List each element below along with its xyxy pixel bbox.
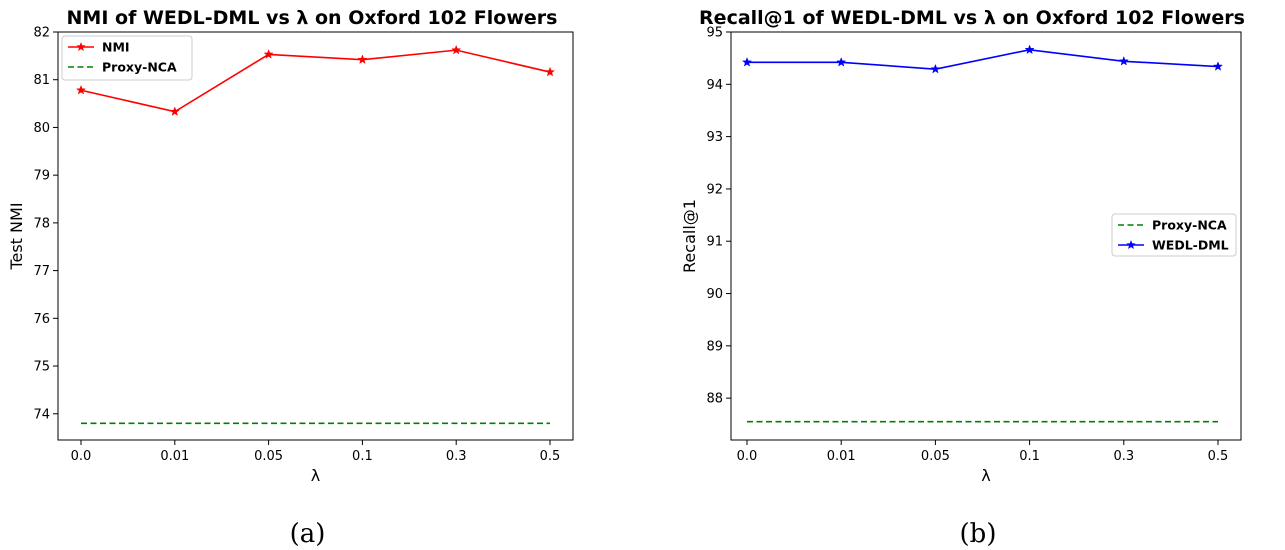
- y-tick-label: 89: [706, 339, 723, 354]
- y-axis-label: Recall@1: [680, 199, 699, 273]
- x-tick-label: 0.05: [254, 449, 283, 464]
- y-tick-label: 74: [33, 407, 50, 422]
- y-tick-label: 94: [706, 78, 723, 93]
- series-line-nmi: [80, 49, 551, 113]
- chart-title: Recall@1 of WEDL-DML vs λ on Oxford 102 …: [699, 7, 1245, 29]
- legend-label: NMI: [102, 40, 130, 55]
- data-point: [263, 49, 274, 59]
- plot-frame: [57, 31, 574, 441]
- data-point: [75, 84, 87, 95]
- data-point: [1024, 44, 1035, 55]
- legend: Proxy-NCA WEDL-DML: [1111, 213, 1237, 257]
- y-tick-label: 80: [33, 121, 50, 136]
- data-point: [451, 44, 462, 55]
- x-tick-label: 0.1: [1019, 449, 1040, 464]
- legend-label: Proxy-NCA: [1152, 218, 1227, 233]
- data-point: [169, 106, 180, 116]
- x-axis-label: λ: [311, 466, 320, 485]
- legend: NMI Proxy-NCA: [61, 35, 193, 81]
- y-tick-label: 81: [33, 73, 50, 88]
- y-tick-label: 79: [33, 169, 50, 184]
- x-tick-label: 0.05: [921, 449, 950, 464]
- y-tick-label: 92: [706, 182, 723, 197]
- x-tick-label: 0.3: [446, 449, 467, 464]
- x-tick-label: 0.01: [160, 449, 189, 464]
- data-point: [357, 54, 368, 64]
- x-tick-label: 0.3: [1113, 449, 1134, 464]
- x-axis-label: λ: [981, 466, 990, 485]
- legend-marker: [1126, 239, 1136, 250]
- y-tick-label: 93: [706, 130, 723, 145]
- chart-b: Recall@1 of WEDL-DML vs λ on Oxford 102 …: [680, 7, 1245, 549]
- data-point: [930, 63, 941, 74]
- x-tick-label: 0.5: [1208, 449, 1229, 464]
- legend-box: [61, 35, 193, 81]
- x-tick-label: 0.01: [827, 449, 856, 464]
- chart-a: NMI of WEDL-DML vs λ on Oxford 102 Flowe…: [7, 7, 574, 549]
- x-tick-label: 0.5: [540, 449, 561, 464]
- y-tick-label: 76: [33, 312, 50, 327]
- y-tick-label: 90: [706, 287, 723, 302]
- y-tick-label: 78: [33, 216, 50, 231]
- x-tick-label: 0.0: [737, 449, 758, 464]
- figure-caption: (a): [290, 519, 326, 549]
- chart-title: NMI of WEDL-DML vs λ on Oxford 102 Flowe…: [67, 7, 558, 29]
- x-tick-label: 0.1: [352, 449, 373, 464]
- y-tick-label: 82: [33, 26, 50, 41]
- data-point: [1118, 55, 1129, 66]
- y-tick-label: 75: [33, 360, 50, 375]
- y-axis-label: Test NMI: [7, 202, 26, 270]
- y-tick-label: 95: [706, 26, 723, 41]
- data-point: [836, 57, 847, 67]
- plot-frame: [730, 31, 1242, 441]
- data-point: [1212, 61, 1224, 71]
- figure-caption: (b): [960, 519, 997, 549]
- y-tick-label: 91: [706, 235, 723, 250]
- y-tick-label: 77: [33, 264, 50, 279]
- y-tick-label: 88: [706, 392, 723, 407]
- legend-label: WEDL-DML: [1152, 238, 1229, 253]
- data-point: [544, 66, 556, 77]
- legend-label: Proxy-NCA: [102, 60, 177, 75]
- data-point: [741, 57, 753, 67]
- legend-marker: [76, 41, 86, 52]
- x-tick-label: 0.0: [71, 449, 92, 464]
- series-line-wedl-dml: [747, 48, 1219, 70]
